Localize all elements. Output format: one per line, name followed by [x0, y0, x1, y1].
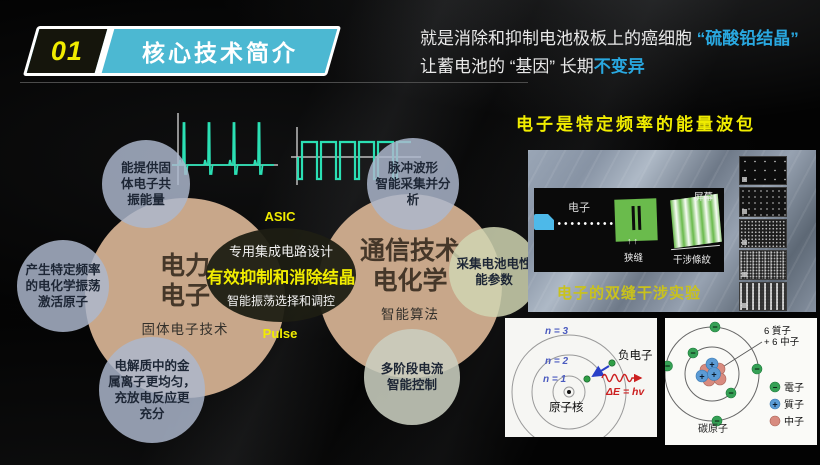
svg-text:−: − [754, 364, 759, 374]
power-subtitle: 固体电子技术 [141, 321, 229, 337]
nucleus-ring [563, 386, 575, 398]
buildup-frame-2 [739, 187, 787, 217]
slit-label: 狭缝 [624, 253, 644, 264]
svg-text:−: − [714, 416, 719, 426]
electron-beam-dots [556, 221, 614, 226]
nucleus-dot [567, 390, 571, 394]
core-line-2: 有效抑制和消除结晶 [206, 269, 356, 287]
power-title: 电力 电子 [159, 251, 210, 310]
photon-wave-arrow [601, 373, 643, 383]
nucleus-callout-line2: + 6 中子 [764, 336, 800, 348]
double-slit-figure: 电子 ↑↑ 狭缝 屏幕 干涉條紋 电子的双缝干涉实验 [528, 150, 816, 312]
intro-line1-highlight: “硫酸铅结晶” [696, 29, 799, 48]
section-number: 01 [50, 35, 84, 66]
satellite-pulse-analysis: 脉冲波形 智能采集并分 析 [367, 138, 459, 230]
satellite-oscillation-activate: 产生特定频率 的电化学振荡 激活原子 [17, 240, 109, 332]
double-slit-caption: 电子的双缝干涉实验 [556, 285, 701, 302]
buildup-frame-4 [739, 250, 787, 280]
section-badge: 01 核心技术简介 [22, 26, 342, 76]
fringe-label: 干涉條紋 [673, 255, 712, 266]
satellite-battery-parameters: 采集电池电性 能参数 [449, 227, 539, 317]
electron-inner-dot [583, 375, 591, 383]
atom-caption: 碳原子 [698, 422, 728, 435]
comm-subtitle: 智能算法 [380, 306, 439, 322]
svg-text:−: − [712, 322, 717, 332]
section-badge-shape: 01 核心技术简介 [22, 26, 342, 76]
atom-background [665, 318, 817, 445]
nucleus-cluster: + + + [695, 357, 727, 387]
core-line-3: 智能振荡选择和调控 [226, 294, 335, 308]
bohr-model-figure: n = 3 n = 2 n = 1 负电子 ΔE = hv 原子核 [505, 318, 657, 437]
nucleus-label: 原子核 [549, 400, 584, 414]
legend-proton: 質子 [784, 398, 804, 411]
n2-label: n = 2 [545, 356, 569, 367]
buildup-frame-5 [739, 281, 787, 312]
svg-text:+: + [772, 400, 777, 410]
legend-neutron: 中子 [784, 415, 804, 428]
section-title: 核心技术简介 [141, 40, 298, 66]
electron-minus-signs: − − − − − − [665, 322, 760, 426]
svg-text:−: − [690, 348, 695, 358]
svg-text:−: − [665, 361, 670, 371]
section-title-box: 核心技术简介 [102, 29, 338, 73]
slit-2 [637, 205, 641, 230]
orbit-n1 [552, 375, 586, 409]
satellite-resonance-energy: 能提供固 体电子共 振能量 [102, 140, 190, 228]
electron-label: 电子 [568, 202, 590, 214]
orbit-n2 [531, 354, 607, 430]
buildup-frame-1 [739, 156, 787, 186]
intro-line1-text: 就是消除和抑制电池极板上的癌细胞 [420, 29, 697, 48]
electron-outer-dot [608, 359, 616, 367]
legend-electron: 電子 [784, 382, 804, 394]
circle-power-content: 电力 电子 固体电子技术 [142, 251, 229, 338]
orbit-n3 [511, 334, 627, 437]
slit-1 [631, 206, 635, 231]
pulse-label: Pulse [262, 326, 298, 341]
electron-jump-arrow [591, 365, 610, 378]
svg-text:−: − [773, 383, 778, 392]
electron-dots [665, 321, 763, 427]
svg-text:−: − [728, 388, 733, 398]
carbon-atom-figure: + + + − − − − − − 6 質子 + 6 中子 − 電子 + 質子 中子 [665, 318, 817, 445]
section-number-box: 01 [26, 29, 108, 73]
buildup-frame-3 [739, 218, 787, 249]
slit-arrows: ↑↑ [627, 236, 640, 246]
header-divider-line [20, 82, 528, 83]
intro-line2-highlight: 不变异 [593, 57, 645, 76]
svg-text:+: + [711, 370, 716, 380]
spike-waveform-trace [172, 122, 274, 175]
intro-text: 就是消除和抑制电池极板上的癌细胞 “硫酸铅结晶” 让蓄电池的 “基因” 长期不变… [420, 25, 799, 81]
negative-electron-label: 负电子 [618, 348, 653, 362]
double-slit-diagram: 电子 ↑↑ 狭缝 屏幕 干涉條紋 [534, 188, 724, 272]
comm-title: 通信技术 电化学 [359, 236, 460, 295]
intro-line-1: 就是消除和抑制电池极板上的癌细胞 “硫酸铅结晶” [420, 25, 799, 53]
n1-label: n = 1 [543, 374, 567, 385]
pattern-buildup-strip [739, 156, 787, 312]
atom-legend: − 電子 + 質子 中子 [769, 381, 804, 428]
satellite-current-control: 多阶段电流 智能控制 [364, 329, 460, 425]
intro-line2-text: 让蓄电池的 “基因” 长期 [420, 57, 594, 76]
satellite-electrolyte-uniform: 电解质中的金 属离子更均匀， 充放电反应更 充分 [99, 337, 205, 443]
physics-heading: 电子是特定频率的能量波包 [516, 115, 756, 134]
svg-text:+: + [699, 372, 704, 382]
core-ellipse: 专用集成电路设计 有效抑制和消除结晶 智能振荡选择和调控 [206, 228, 356, 322]
n3-label: n = 3 [545, 326, 569, 337]
intro-line-2: 让蓄电池的 “基因” 长期不变异 [420, 53, 799, 81]
atom-inner-orbit [684, 346, 740, 402]
energy-label: ΔE = hv [605, 386, 645, 398]
nucleus-callout-line1: 6 質子 [764, 325, 791, 337]
electron-gun [534, 214, 554, 230]
asic-label: ASIC [264, 209, 296, 224]
svg-text:+: + [709, 360, 714, 370]
core-line-1: 专用集成电路设计 [228, 244, 333, 259]
screen-label: 屏幕 [694, 192, 714, 203]
nucleus-callout-line [720, 341, 763, 369]
circle-comm-content: 通信技术 电化学 智能算法 [360, 236, 460, 323]
